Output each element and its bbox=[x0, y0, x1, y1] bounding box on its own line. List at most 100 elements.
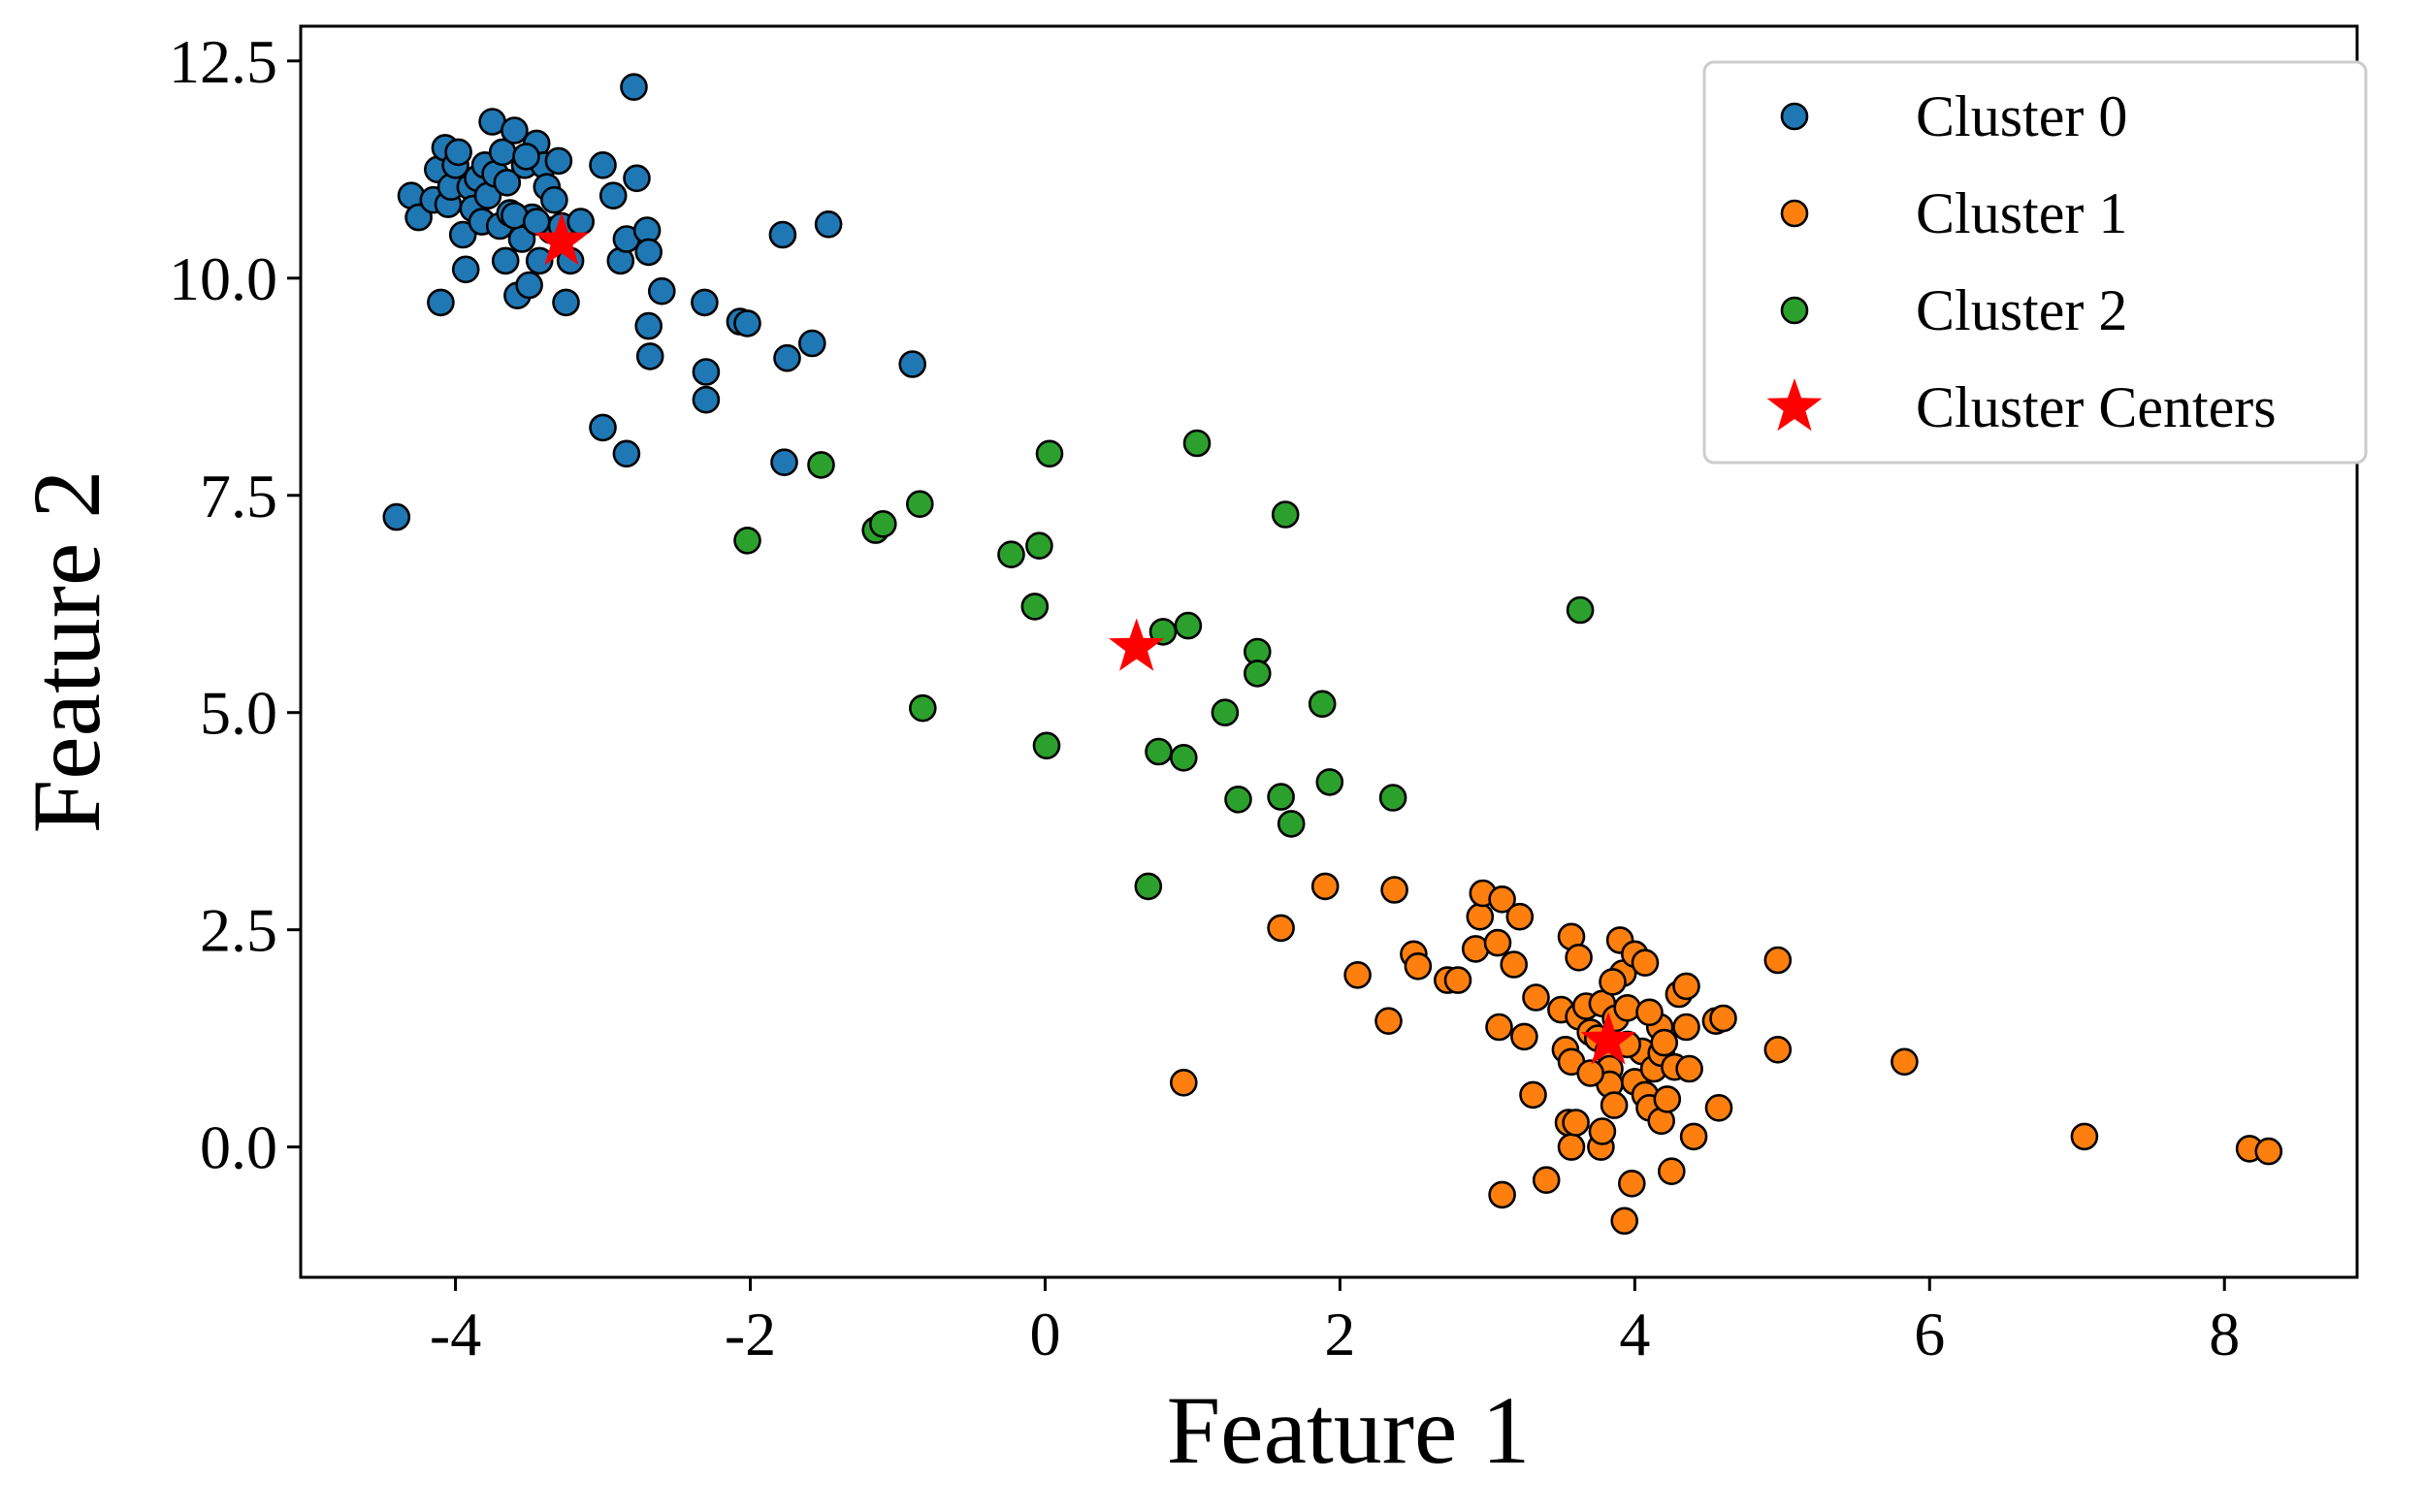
data-point-cluster-2 bbox=[1025, 531, 1053, 561]
cluster-center-star bbox=[1109, 618, 1165, 671]
data-point-cluster-2 bbox=[1148, 618, 1178, 646]
data-point-cluster-1 bbox=[1485, 1013, 1513, 1042]
data-point-cluster-0 bbox=[552, 288, 580, 317]
data-point-cluster-1 bbox=[1658, 1157, 1686, 1185]
data-point-cluster-2 bbox=[1035, 439, 1064, 468]
data-point-cluster-0 bbox=[620, 73, 648, 101]
x-tick-label: 0 bbox=[1029, 1300, 1060, 1368]
data-point-cluster-1 bbox=[1704, 1094, 1733, 1122]
data-point-cluster-0 bbox=[770, 448, 798, 477]
series-cluster-1 bbox=[1170, 872, 2283, 1236]
data-point-cluster-1 bbox=[1267, 914, 1295, 943]
legend: Cluster 0 Cluster 1 Cluster 2 Cluster Cente… bbox=[1702, 60, 2368, 465]
data-point-cluster-1 bbox=[1672, 1013, 1700, 1042]
x-tick-label: 8 bbox=[2209, 1300, 2240, 1368]
data-point-cluster-1 bbox=[1613, 994, 1641, 1022]
legend-label-cluster-0: Cluster 0 bbox=[1916, 84, 2127, 148]
data-point-cluster-0 bbox=[427, 288, 455, 317]
data-point-cluster-0 bbox=[623, 164, 651, 193]
data-point-cluster-1 bbox=[1763, 1036, 1793, 1064]
data-point-cluster-1 bbox=[1374, 1007, 1403, 1035]
y-axis-ticks: 0.0 2.5 5.0 7.5 10.0 12.5 bbox=[169, 27, 301, 1182]
data-point-cluster-0 bbox=[512, 143, 540, 171]
data-point-cluster-0 bbox=[634, 238, 663, 267]
data-point-cluster-1 bbox=[1631, 949, 1660, 978]
data-point-cluster-0 bbox=[692, 358, 721, 386]
y-tick-label: 10.0 bbox=[169, 244, 277, 313]
data-point-cluster-1 bbox=[1557, 1133, 1586, 1161]
data-point-cluster-1 bbox=[1672, 972, 1700, 1001]
data-point-cluster-1 bbox=[1610, 1206, 1638, 1236]
y-tick-label: 12.5 bbox=[169, 27, 277, 96]
legend-label-cluster-centers: Cluster Centers bbox=[1916, 375, 2277, 439]
data-point-cluster-1 bbox=[1650, 1028, 1678, 1057]
x-tick-label: -4 bbox=[430, 1300, 481, 1368]
data-point-cluster-2 bbox=[1134, 872, 1163, 901]
data-point-cluster-2 bbox=[908, 693, 937, 723]
data-point-cluster-1 bbox=[1576, 1059, 1604, 1087]
data-point-cluster-2 bbox=[905, 490, 934, 519]
data-point-cluster-1 bbox=[1522, 983, 1550, 1012]
x-axis-title: Feature 1 bbox=[1167, 1376, 1531, 1484]
data-point-cluster-2 bbox=[868, 509, 897, 538]
data-point-cluster-0 bbox=[382, 502, 411, 531]
data-point-cluster-0 bbox=[612, 439, 641, 468]
data-point-cluster-0 bbox=[898, 350, 927, 378]
data-point-cluster-0 bbox=[797, 329, 826, 358]
data-point-cluster-0 bbox=[404, 203, 433, 232]
data-point-cluster-1 bbox=[1599, 968, 1627, 996]
data-point-cluster-2 bbox=[807, 451, 835, 479]
y-tick-label: 7.5 bbox=[200, 462, 277, 531]
data-point-cluster-0 bbox=[525, 246, 554, 275]
legend-marker-cluster-centers bbox=[1766, 378, 1823, 432]
data-point-cluster-0 bbox=[634, 311, 663, 340]
y-tick-label: 2.5 bbox=[200, 896, 277, 965]
data-point-cluster-2 bbox=[1277, 810, 1306, 838]
data-point-cluster-0 bbox=[448, 220, 477, 249]
legend-marker-cluster-2 bbox=[1780, 296, 1809, 325]
data-point-cluster-0 bbox=[691, 288, 719, 317]
data-point-cluster-2 bbox=[1032, 731, 1061, 760]
data-point-cluster-2 bbox=[1378, 784, 1407, 812]
data-point-cluster-2 bbox=[1170, 743, 1198, 772]
data-point-cluster-0 bbox=[522, 208, 551, 236]
y-tick-label: 5.0 bbox=[200, 679, 277, 748]
x-tick-label: 6 bbox=[1914, 1300, 1945, 1368]
data-point-cluster-0 bbox=[589, 151, 617, 179]
data-point-cluster-0 bbox=[540, 185, 568, 214]
data-point-cluster-1 bbox=[1588, 1117, 1617, 1145]
data-point-cluster-1 bbox=[1310, 872, 1340, 901]
data-point-cluster-1 bbox=[2254, 1137, 2283, 1166]
data-point-cluster-1 bbox=[1653, 1085, 1682, 1113]
data-point-cluster-1 bbox=[1505, 902, 1535, 931]
data-point-cluster-1 bbox=[1343, 960, 1372, 989]
data-point-cluster-2 bbox=[1267, 783, 1295, 811]
data-point-cluster-2 bbox=[997, 540, 1025, 569]
legend-marker-cluster-1 bbox=[1780, 199, 1809, 228]
data-point-cluster-1 bbox=[1679, 1122, 1708, 1151]
series-cluster-0 bbox=[382, 73, 927, 531]
legend-label-cluster-2: Cluster 2 bbox=[1916, 278, 2127, 342]
data-point-cluster-0 bbox=[692, 385, 721, 414]
data-point-cluster-2 bbox=[1244, 659, 1272, 688]
data-point-cluster-0 bbox=[544, 146, 573, 176]
data-point-cluster-2 bbox=[1211, 698, 1240, 727]
data-point-cluster-1 bbox=[1500, 950, 1528, 979]
data-point-cluster-2 bbox=[1020, 593, 1050, 621]
x-tick-label: 4 bbox=[1619, 1300, 1650, 1368]
cluster-center-star bbox=[1580, 1012, 1636, 1065]
data-point-cluster-1 bbox=[1600, 1091, 1629, 1119]
data-point-cluster-2 bbox=[1566, 595, 1595, 625]
y-tick-label: 0.0 bbox=[200, 1113, 277, 1182]
data-point-cluster-1 bbox=[1562, 1109, 1590, 1137]
data-point-cluster-1 bbox=[1519, 1080, 1547, 1110]
data-point-cluster-1 bbox=[1510, 1022, 1538, 1051]
data-point-cluster-1 bbox=[1532, 1166, 1561, 1194]
data-point-cluster-1 bbox=[1635, 998, 1664, 1027]
series-cluster-centers bbox=[534, 212, 1636, 1065]
data-point-cluster-0 bbox=[501, 116, 529, 145]
data-point-cluster-2 bbox=[1271, 500, 1300, 529]
data-point-cluster-1 bbox=[1170, 1069, 1198, 1097]
data-point-cluster-1 bbox=[1763, 946, 1793, 975]
data-point-cluster-1 bbox=[1618, 1170, 1646, 1198]
